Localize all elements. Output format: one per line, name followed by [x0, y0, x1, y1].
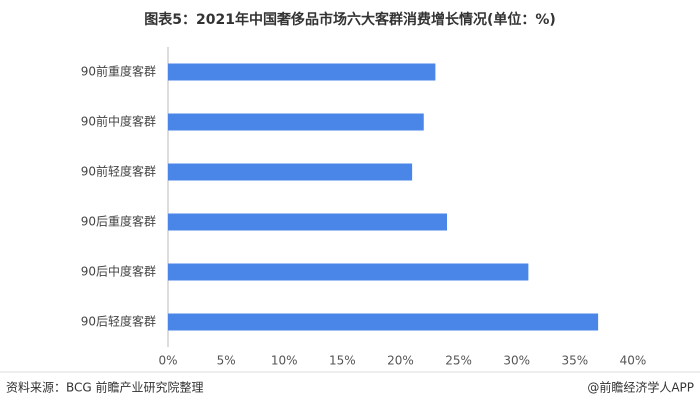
x-tick-label: 40% [620, 354, 647, 368]
bar [168, 113, 424, 131]
x-tick-label: 20% [387, 354, 414, 368]
x-tick-label: 35% [562, 354, 589, 368]
x-tick-label: 0% [158, 354, 177, 368]
x-tick-label: 10% [271, 354, 298, 368]
chart-title: 图表5：2021年中国奢侈品市场六大客群消费增长情况(单位：%) [144, 11, 556, 28]
y-tick-label: 90前中度客群 [81, 114, 156, 129]
credit: @前瞻经济学人APP [587, 380, 694, 395]
x-tick-label: 25% [445, 354, 472, 368]
y-tick-label: 90前轻度客群 [81, 164, 156, 179]
x-tick-label: 5% [217, 354, 236, 368]
y-tick-label: 90后重度客群 [81, 214, 156, 229]
bar [168, 213, 447, 231]
bar [168, 313, 599, 331]
x-tick-label: 30% [503, 354, 530, 368]
y-tick-label: 90前重度客群 [81, 64, 156, 79]
source: 资料来源：BCG 前瞻产业研究院整理 [6, 380, 204, 395]
y-tick-label: 90后中度客群 [81, 264, 156, 279]
y-tick-label: 90后轻度客群 [81, 314, 156, 329]
bar [168, 163, 413, 181]
bar [168, 263, 529, 281]
x-tick-label: 15% [329, 354, 356, 368]
bar [168, 63, 436, 81]
